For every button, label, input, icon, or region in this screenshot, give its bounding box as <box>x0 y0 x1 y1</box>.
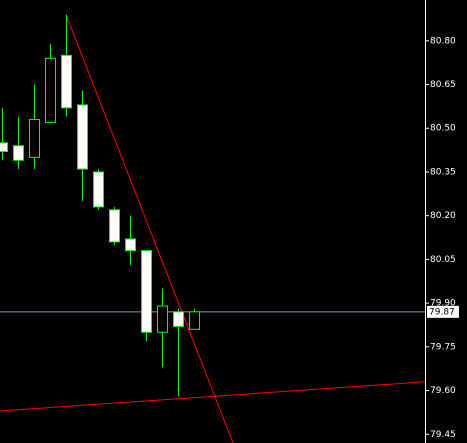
trendline <box>0 381 426 412</box>
candle-body <box>157 305 168 333</box>
y-tick-label: 80.05 <box>430 255 456 265</box>
candle-body <box>13 145 24 161</box>
candle-body <box>109 209 120 243</box>
y-tick-label: 79.90 <box>430 299 456 309</box>
y-tick-label: 80.35 <box>430 167 456 177</box>
candle-body <box>77 104 88 170</box>
candle-body <box>141 250 152 333</box>
candle-body <box>125 238 136 252</box>
y-tick-label: 79.60 <box>430 386 456 396</box>
candle-body <box>45 57 56 123</box>
y-tick-label: 80.20 <box>430 211 456 221</box>
current-price-label: 79.87 <box>429 307 455 317</box>
candle-body <box>29 118 40 158</box>
y-tick-label: 80.65 <box>430 80 456 90</box>
candle-body <box>173 311 184 327</box>
current-price-box <box>427 305 459 318</box>
candle-body <box>189 311 200 330</box>
trendline <box>65 14 234 443</box>
y-tick-label: 80.80 <box>430 36 456 46</box>
candle-body <box>0 142 8 153</box>
y-tick-label: 79.75 <box>430 342 456 352</box>
candle-body <box>61 54 72 109</box>
y-tick-label: 79.45 <box>430 430 456 440</box>
candle-body <box>93 171 104 208</box>
y-tick-label: 80.50 <box>430 124 456 134</box>
axis-panel <box>425 0 467 443</box>
